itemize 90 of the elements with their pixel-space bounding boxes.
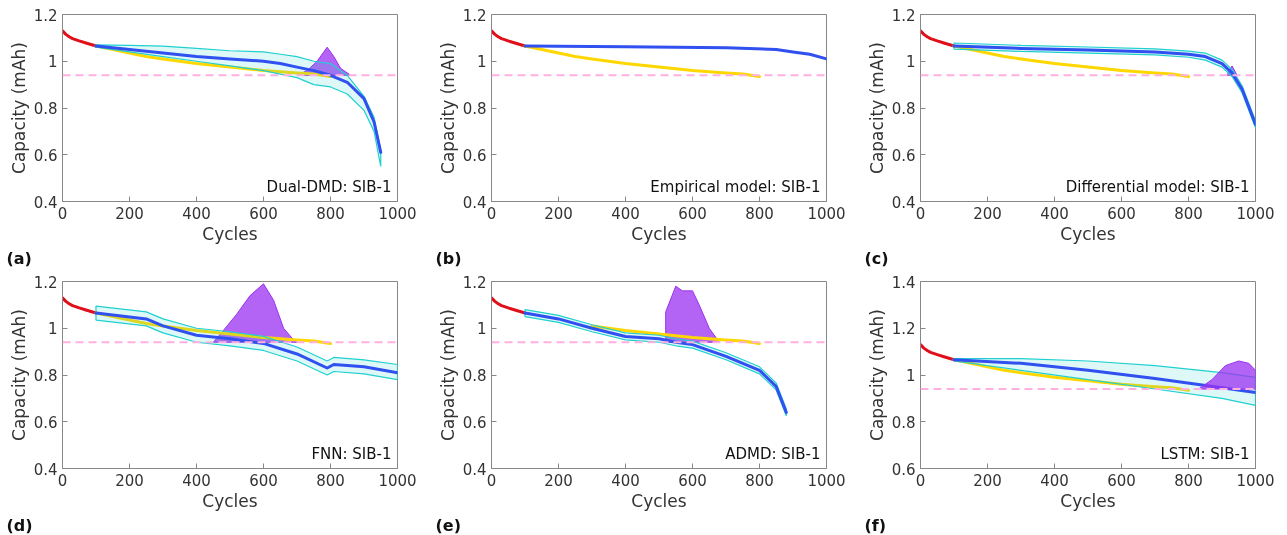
x-tick-label: 400 <box>1040 204 1069 223</box>
x-tick-label: 800 <box>316 471 345 490</box>
y-tick-label: 0.8 <box>33 367 58 385</box>
x-tick-label: 200 <box>115 471 144 490</box>
x-tick-label: 800 <box>745 471 774 490</box>
y-tick-label: 1.2 <box>33 6 58 25</box>
x-tick-label: 600 <box>249 471 278 490</box>
annotation: LSTM: SIB-1 <box>1160 444 1250 463</box>
x-tick-label: 600 <box>1107 471 1136 490</box>
x-axis-title: Cycles <box>631 490 687 511</box>
x-tick-label: 1000 <box>807 204 846 223</box>
y-tick-label: 0.8 <box>462 100 487 118</box>
text: (c) <box>864 248 889 268</box>
x-tick-label: 0 <box>915 204 926 223</box>
x-tick-label: 0 <box>915 471 926 490</box>
x-tick-label: 600 <box>249 204 278 223</box>
x-tick-label: 600 <box>1107 204 1136 223</box>
y-tick-label: 0.4 <box>33 460 58 479</box>
annotation: Empirical model: SIB-1 <box>650 177 821 196</box>
y-tick-label: 1.2 <box>462 273 487 292</box>
x-tick-label: 200 <box>115 204 144 223</box>
x-tick-label: 0 <box>486 471 497 490</box>
y-tick-label: 0.8 <box>462 367 487 385</box>
y-tick-label: 1.2 <box>891 320 916 339</box>
x-tick-label: 400 <box>182 204 211 223</box>
y-axis-title: Capacity (mAh) <box>8 309 29 441</box>
x-tick-label: 0 <box>57 471 68 490</box>
y-tick-label: 1.2 <box>33 273 58 292</box>
y-axis-title: Capacity (mAh) <box>8 42 29 174</box>
y-tick-label: 1 <box>905 367 916 385</box>
x-tick-label: 400 <box>611 204 640 223</box>
x-axis-title: Cycles <box>631 223 687 244</box>
y-tick-label: 0.6 <box>462 146 487 165</box>
y-tick-label: 0.6 <box>33 146 58 165</box>
y-tick-label: 1 <box>905 53 916 72</box>
x-axis-title: Cycles <box>202 223 258 244</box>
y-tick-label: 1 <box>476 320 487 339</box>
text: (e) <box>435 515 461 535</box>
x-tick-label: 200 <box>544 471 573 490</box>
x-tick-label: 800 <box>316 204 345 223</box>
x-tick-label: 0 <box>57 204 68 223</box>
x-axis-title: Cycles <box>1060 223 1116 244</box>
x-tick-label: 400 <box>182 471 211 490</box>
text: (a) <box>6 248 32 268</box>
x-tick-label: 400 <box>1040 471 1069 490</box>
x-tick-label: 200 <box>973 204 1002 223</box>
x-tick-label: 800 <box>1174 471 1203 490</box>
y-axis-title: Capacity (mAh) <box>866 42 887 174</box>
text: (d) <box>6 515 33 535</box>
x-tick-label: 200 <box>544 204 573 223</box>
y-tick-label: 1 <box>476 53 487 72</box>
x-tick-label: 800 <box>745 204 774 223</box>
x-tick-label: 600 <box>678 204 707 223</box>
x-tick-label: 400 <box>611 471 640 490</box>
x-tick-label: 800 <box>1174 204 1203 223</box>
y-tick-label: 0.8 <box>33 100 58 118</box>
x-tick-label: 600 <box>678 471 707 490</box>
annotation: FNN: SIB-1 <box>311 444 392 463</box>
x-axis-title: Cycles <box>1060 490 1116 511</box>
y-tick-label: 0.8 <box>891 413 916 432</box>
y-tick-label: 1.4 <box>891 273 916 292</box>
y-tick-label: 0.6 <box>462 413 487 432</box>
y-tick-label: 0.4 <box>462 193 487 212</box>
x-tick-label: 1000 <box>807 471 846 490</box>
y-axis-title: Capacity (mAh) <box>437 42 458 174</box>
y-tick-label: 0.6 <box>33 413 58 432</box>
y-tick-label: 1.2 <box>462 6 487 25</box>
text: (f) <box>864 515 887 535</box>
y-tick-label: 0.8 <box>891 100 916 118</box>
annotation: Dual-DMD: SIB-1 <box>266 177 392 196</box>
y-tick-label: 0.4 <box>33 193 58 212</box>
text: (b) <box>435 248 462 268</box>
y-axis-title: Capacity (mAh) <box>866 309 887 441</box>
x-axis-title: Cycles <box>202 490 258 511</box>
annotation: Differential model: SIB-1 <box>1065 177 1250 196</box>
x-tick-label: 200 <box>973 471 1002 490</box>
y-axis-title: Capacity (mAh) <box>437 309 458 441</box>
x-tick-label: 1000 <box>1236 204 1275 223</box>
x-tick-label: 1000 <box>378 204 417 223</box>
y-tick-label: 1 <box>47 320 58 339</box>
x-tick-label: 0 <box>486 204 497 223</box>
y-tick-label: 0.4 <box>462 460 487 479</box>
y-tick-label: 1 <box>47 53 58 72</box>
y-tick-label: 0.6 <box>891 460 916 479</box>
y-tick-label: 1.2 <box>891 6 916 25</box>
x-tick-label: 1000 <box>378 471 417 490</box>
y-tick-label: 0.4 <box>891 193 916 212</box>
x-tick-label: 1000 <box>1236 471 1275 490</box>
y-tick-label: 0.6 <box>891 146 916 165</box>
annotation: ADMD: SIB-1 <box>725 444 821 463</box>
